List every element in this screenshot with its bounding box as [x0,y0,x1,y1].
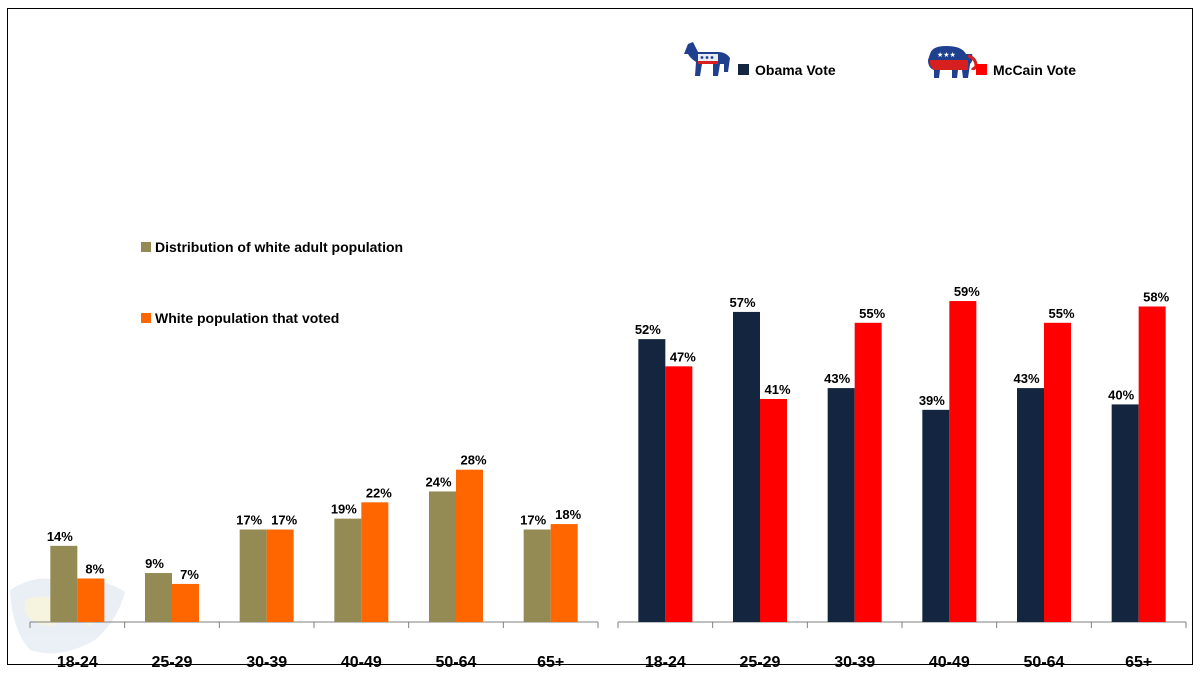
left-data-label: 28% [460,453,486,468]
svg-text:★★★: ★★★ [937,51,956,59]
right-data-label: 41% [764,382,790,397]
left-bar-s2-18-24 [77,578,105,622]
legend-label-mccain: McCain Vote [993,62,1076,78]
left-bar-s2-30-39 [266,529,294,622]
right-category-label: 25-29 [740,654,781,671]
right-category-label: 65+ [1125,654,1152,671]
left-bar-s1-30-39 [239,529,267,622]
right-data-label: 55% [1048,306,1074,321]
left-bar-s1-50-64 [429,491,456,622]
legend-swatch-mccain [976,64,987,75]
left-chart-data-labels: 14% 8% 9% 7% 17% 17% 19% 22% 24% 28% 17% 18% [47,453,582,582]
left-chart-bars [50,469,578,622]
left-category-label: 50-64 [436,654,477,671]
left-bar-s1-40-49 [334,518,362,622]
right-data-label: 59% [954,284,980,299]
left-bar-s1-65+ [523,529,551,622]
left-data-label: 17% [520,513,546,528]
left-chart-category-labels: 18-24 25-29 30-39 40-49 50-64 65+ [57,654,564,671]
right-bar-s1-40-49 [922,409,950,622]
right-chart-x-ticks [617,622,1187,628]
right-category-label: 30-39 [834,654,875,671]
left-category-label: 30-39 [246,654,287,671]
right-bar-s2-50-64 [1044,322,1071,622]
right-data-label: 40% [1108,387,1134,402]
right-legend: Obama Vote ★★★ McCain Vote [684,42,1076,78]
right-bar-s1-30-39 [827,388,855,622]
legend-label-distribution: Distribution of white adult population [155,239,403,255]
right-bar-s1-25-29 [733,311,760,622]
right-bar-s1-18-24 [638,339,666,622]
legend-label-obama: Obama Vote [755,62,836,78]
right-bar-s1-65+ [1111,404,1139,622]
right-bar-s1-50-64 [1017,388,1044,622]
right-bar-s2-40-49 [949,301,977,622]
left-bar-s2-25-29 [172,583,199,622]
right-chart-category-labels: 18-24 25-29 30-39 40-49 50-64 65+ [645,654,1152,671]
right-bar-s2-18-24 [665,366,693,622]
right-data-label: 57% [729,295,755,310]
left-bar-s2-65+ [550,524,578,622]
legend-label-voted: White population that voted [155,310,339,326]
right-data-label: 43% [1013,371,1039,386]
left-category-label: 40-49 [341,654,382,671]
right-bar-s2-25-29 [760,398,787,622]
right-data-label: 47% [670,349,696,364]
right-data-label: 43% [824,371,850,386]
left-bar-s1-25-29 [145,573,172,622]
right-category-label: 40-49 [929,654,970,671]
republican-elephant-icon: ★★★ [928,46,978,78]
legend-swatch-voted [141,313,151,323]
left-bar-s2-40-49 [361,502,389,622]
democrat-donkey-icon [684,42,730,76]
left-data-label: 17% [236,513,262,528]
left-category-label: 18-24 [57,654,98,671]
left-bar-s2-50-64 [456,469,483,622]
right-data-label: 52% [635,322,661,337]
right-chart-data-labels: 52% 47% 57% 41% 43% 55% 39% 59% 43% 55% 40% 58% [635,284,1170,408]
left-legend: Distribution of white adult population W… [141,239,403,326]
left-category-label: 65+ [537,654,564,671]
chart-frame [7,8,1193,665]
right-category-label: 50-64 [1024,654,1065,671]
left-data-label: 8% [85,561,104,576]
right-bar-s2-65+ [1138,306,1166,622]
right-data-label: 39% [919,393,945,408]
left-category-label: 25-29 [152,654,193,671]
left-data-label: 24% [425,474,451,489]
right-data-label: 58% [1143,289,1169,304]
left-data-label: 7% [180,567,199,582]
left-bar-s1-18-24 [50,545,78,622]
left-data-label: 18% [555,507,581,522]
legend-swatch-distribution [141,242,151,252]
left-data-label: 17% [271,513,297,528]
legend-swatch-obama [738,64,749,75]
left-data-label: 14% [47,529,73,544]
left-chart-x-ticks [29,622,599,628]
right-category-label: 18-24 [645,654,686,671]
right-chart-bars [638,301,1166,622]
left-data-label: 22% [366,485,392,500]
right-bar-s2-30-39 [854,322,882,622]
left-data-label: 19% [331,502,357,517]
left-data-label: 9% [145,556,164,571]
right-data-label: 55% [859,306,885,321]
